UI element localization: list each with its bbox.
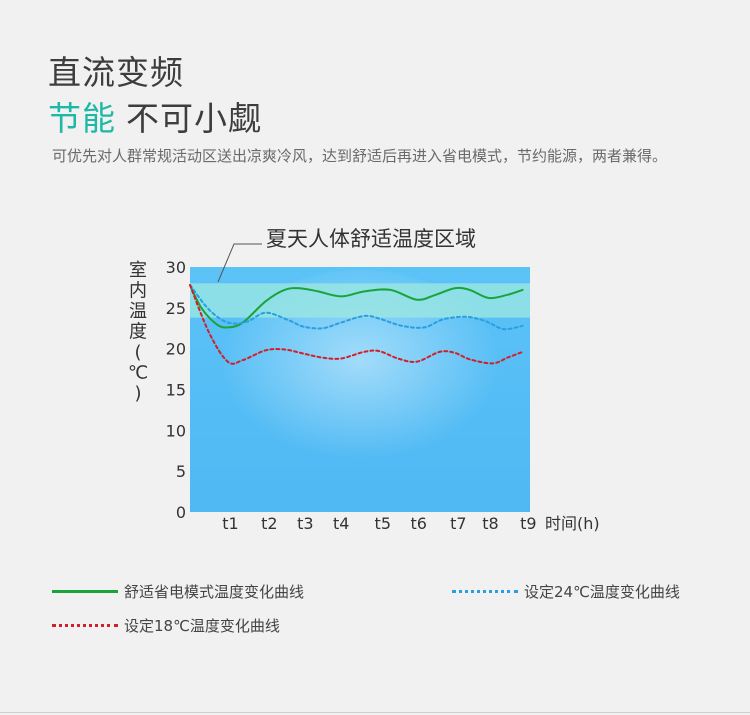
x-tick-label: t5 — [375, 514, 391, 533]
legend-set24-label: 设定24℃温度变化曲线 — [524, 583, 680, 601]
y-tick-label: 15 — [166, 381, 186, 400]
x-tick-label: t6 — [410, 514, 426, 533]
y-axis-label: 室内温度(℃) — [128, 260, 148, 404]
y-tick-label: 10 — [166, 421, 186, 440]
y-tick-label: 30 — [166, 258, 186, 277]
x-tick-label: t4 — [333, 514, 349, 533]
y-tick-label: 0 — [176, 503, 186, 522]
series-set24-line — [189, 284, 524, 331]
x-tick-label: t8 — [482, 514, 498, 533]
comfort-zone-annotation: 夏天人体舒适温度区域 — [266, 227, 476, 251]
legend-comfort: 舒适省电模式温度变化曲线 — [52, 581, 304, 602]
x-tick-label: t7 — [450, 514, 466, 533]
annotation-leader-line — [217, 243, 262, 283]
x-tick-label: t9 — [520, 514, 536, 533]
description: 可优先对人群常规活动区送出凉爽冷风，达到舒适后再进入省电模式，节约能源，两者兼得… — [52, 147, 668, 165]
title-line1: 直流变频 — [48, 53, 184, 92]
title-highlight: 节能 — [48, 99, 116, 138]
y-tick-label: 20 — [166, 340, 186, 359]
series-set18-line — [189, 284, 524, 365]
legend-set24: 设定24℃温度变化曲线 — [452, 581, 680, 602]
x-tick-label: t3 — [297, 514, 313, 533]
legend-set18-swatch — [52, 624, 118, 627]
x-axis-label: 时间(h) — [545, 514, 600, 533]
y-tick-label: 5 — [176, 462, 186, 481]
title-rest: 不可小觑 — [126, 99, 262, 138]
bottom-divider — [0, 712, 750, 713]
legend-comfort-swatch — [52, 590, 118, 593]
legend-comfort-label: 舒适省电模式温度变化曲线 — [124, 583, 305, 601]
comfort-zone-band — [190, 283, 530, 318]
legend-set18-label: 设定18℃温度变化曲线 — [124, 617, 280, 635]
legend-set24-swatch — [452, 590, 518, 593]
y-tick-label: 25 — [166, 299, 186, 318]
series-comfort-line — [189, 284, 524, 329]
legend-set18: 设定18℃温度变化曲线 — [52, 615, 280, 636]
x-tick-label: t1 — [222, 514, 238, 533]
x-tick-label: t2 — [261, 514, 277, 533]
title-line2: 节能 不可小觑 — [48, 92, 262, 140]
